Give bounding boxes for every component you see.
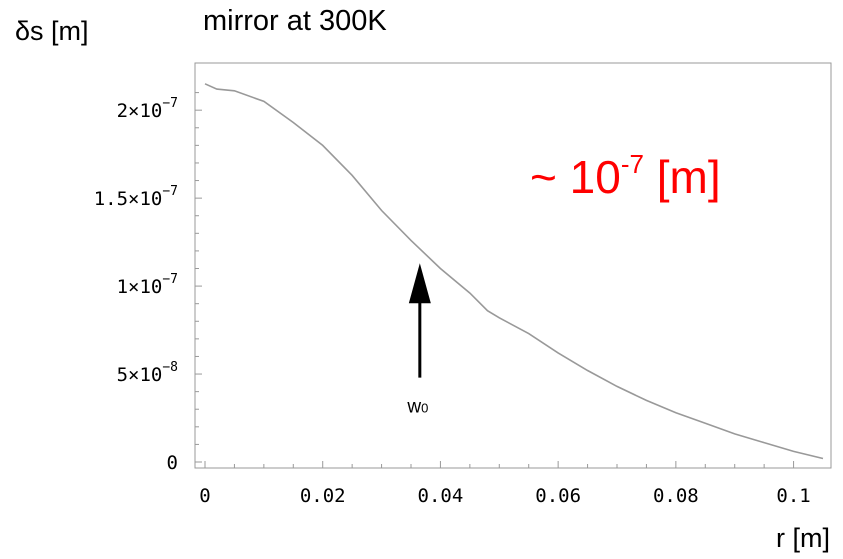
- x-axis-label: r [m]: [776, 523, 830, 553]
- series-group: [204, 83, 824, 460]
- x-axis: 0 0.02 0.04 0.06 0.08 0.1: [199, 461, 811, 507]
- w0-label-main: w: [406, 397, 421, 418]
- w0-label-sub: 0: [421, 401, 428, 416]
- series-line-0: [204, 83, 824, 460]
- w0-label: w0: [406, 397, 428, 418]
- y-axis-label: δs [m]: [15, 16, 89, 46]
- order-annotation-exponent: -7: [621, 149, 644, 179]
- x-tick-label-0: 0: [199, 485, 210, 507]
- y-tick-exponent-1: −8: [162, 360, 178, 375]
- y-tick-mantissa-0: 0: [167, 452, 178, 474]
- x-tick-label-1: 0.02: [300, 485, 346, 507]
- y-axis: 05×10−81×10−71.5×10−72×10−7: [94, 92, 202, 474]
- order-annotation-after: [m]: [644, 151, 721, 203]
- y-tick-exponent-2: −7: [162, 272, 178, 287]
- y-tick-mantissa-4: 2×10: [117, 100, 163, 122]
- plot-frame: [194, 62, 832, 469]
- order-annotation: ~ 10-7 [m]: [530, 149, 721, 203]
- order-annotation-main: ~ 10: [530, 151, 621, 203]
- w0-annotation: w0: [406, 263, 431, 418]
- x-tick-label-2: 0.04: [418, 485, 464, 507]
- y-tick-label-4: 2×10−7: [117, 96, 178, 122]
- y-tick-exponent-4: −7: [162, 96, 178, 111]
- x-tick-label-5: 0.1: [776, 485, 810, 507]
- y-tick-mantissa-3: 1.5×10: [94, 188, 163, 210]
- y-tick-exponent-3: −7: [162, 184, 178, 199]
- chart-title: mirror at 300K: [203, 5, 387, 37]
- y-tick-label-3: 1.5×10−7: [94, 184, 178, 210]
- x-tick-label-4: 0.08: [653, 485, 699, 507]
- y-tick-mantissa-1: 5×10: [117, 364, 163, 386]
- y-tick-label-0: 0: [167, 452, 178, 474]
- y-tick-label-1: 5×10−8: [117, 360, 178, 386]
- y-tick-label-2: 1×10−7: [117, 272, 178, 298]
- w0-arrow-head: [408, 263, 431, 304]
- y-tick-mantissa-2: 1×10: [117, 276, 163, 298]
- x-tick-label-3: 0.06: [535, 485, 581, 507]
